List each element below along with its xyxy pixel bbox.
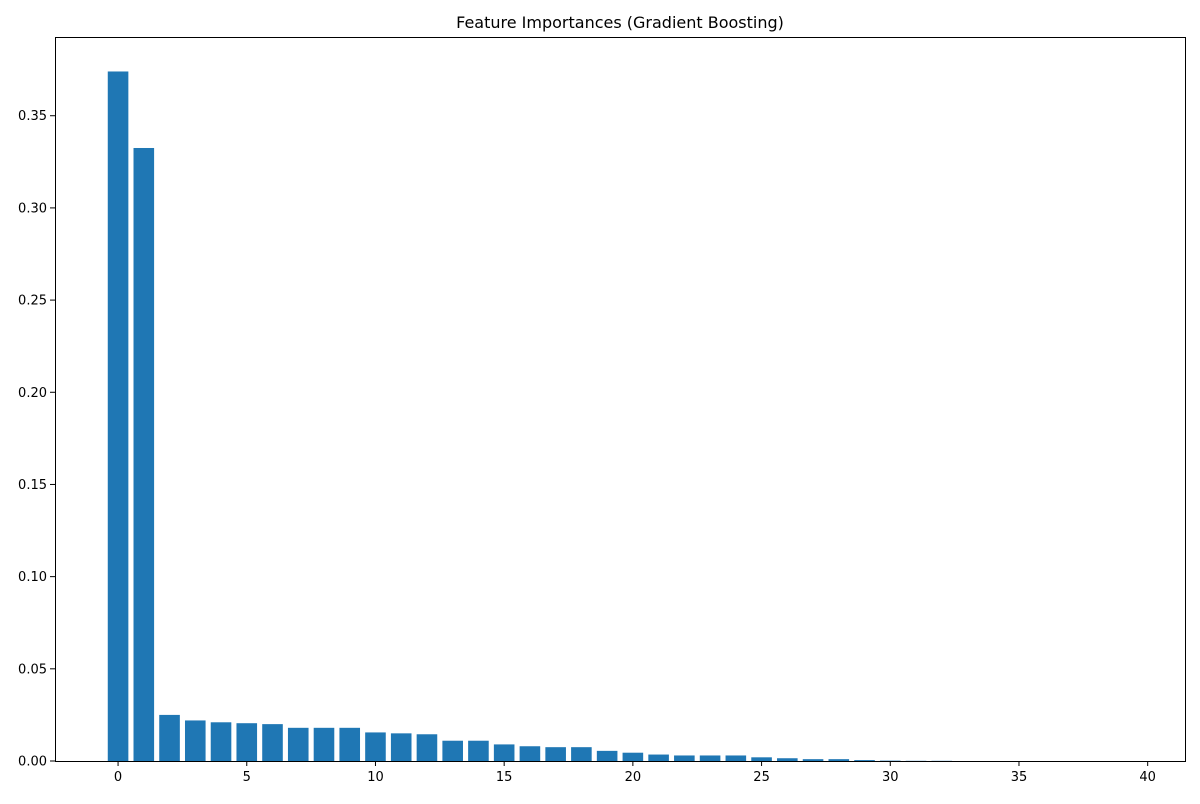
bar-feature-25 xyxy=(751,757,772,761)
bar-feature-24 xyxy=(726,755,747,761)
bar-feature-16 xyxy=(520,746,541,761)
y-tick-label: 0.10 xyxy=(18,570,47,585)
plot-frame xyxy=(56,38,1186,762)
bar-feature-17 xyxy=(545,747,566,761)
bar-feature-4 xyxy=(211,722,232,761)
bar-feature-8 xyxy=(314,728,335,761)
x-tick-label: 25 xyxy=(753,770,770,785)
bar-feature-21 xyxy=(648,755,669,761)
bar-feature-27 xyxy=(803,759,824,761)
bars-layer xyxy=(108,71,952,761)
x-tick-label: 15 xyxy=(496,770,513,785)
bar-feature-9 xyxy=(339,728,360,761)
x-tick-label: 5 xyxy=(243,770,251,785)
bar-feature-10 xyxy=(365,732,386,761)
bar-feature-23 xyxy=(700,755,721,761)
y-axis: 0.00 0.05 0.10 0.15 0.20 0.25 0.30 0.35 xyxy=(18,109,55,769)
bar-feature-14 xyxy=(468,741,489,761)
bar-feature-6 xyxy=(262,724,283,761)
bar-feature-5 xyxy=(236,723,257,761)
bar-feature-20 xyxy=(623,753,644,761)
bar-feature-29 xyxy=(854,760,875,761)
bar-feature-26 xyxy=(777,758,798,761)
y-tick-label: 0.20 xyxy=(18,386,47,401)
y-tick-label: 0.00 xyxy=(18,755,47,770)
chart-title: Feature Importances (Gradient Boosting) xyxy=(456,13,784,32)
bar-feature-22 xyxy=(674,755,695,761)
y-tick-label: 0.05 xyxy=(18,662,47,677)
bar-feature-1 xyxy=(134,148,155,761)
x-tick-label: 20 xyxy=(625,770,642,785)
bar-feature-15 xyxy=(494,744,515,761)
x-tick-label: 40 xyxy=(1139,770,1156,785)
x-tick-label: 35 xyxy=(1011,770,1028,785)
x-axis: 0 5 10 15 20 25 30 35 40 xyxy=(114,761,1156,785)
y-tick-label: 0.15 xyxy=(18,478,47,493)
bar-feature-7 xyxy=(288,728,309,761)
bar-feature-11 xyxy=(391,733,412,761)
y-tick-label: 0.30 xyxy=(18,201,47,216)
bar-feature-19 xyxy=(597,751,618,761)
bar-feature-18 xyxy=(571,747,592,761)
bar-feature-28 xyxy=(828,759,849,761)
bar-feature-2 xyxy=(159,715,180,761)
bar-feature-13 xyxy=(442,741,463,761)
x-tick-label: 10 xyxy=(367,770,384,785)
bar-feature-12 xyxy=(417,734,438,761)
bar-feature-0 xyxy=(108,71,129,761)
x-tick-label: 30 xyxy=(882,770,899,785)
y-tick-label: 0.35 xyxy=(18,109,47,124)
y-tick-label: 0.25 xyxy=(18,294,47,309)
bar-feature-3 xyxy=(185,720,206,761)
x-tick-label: 0 xyxy=(114,770,122,785)
